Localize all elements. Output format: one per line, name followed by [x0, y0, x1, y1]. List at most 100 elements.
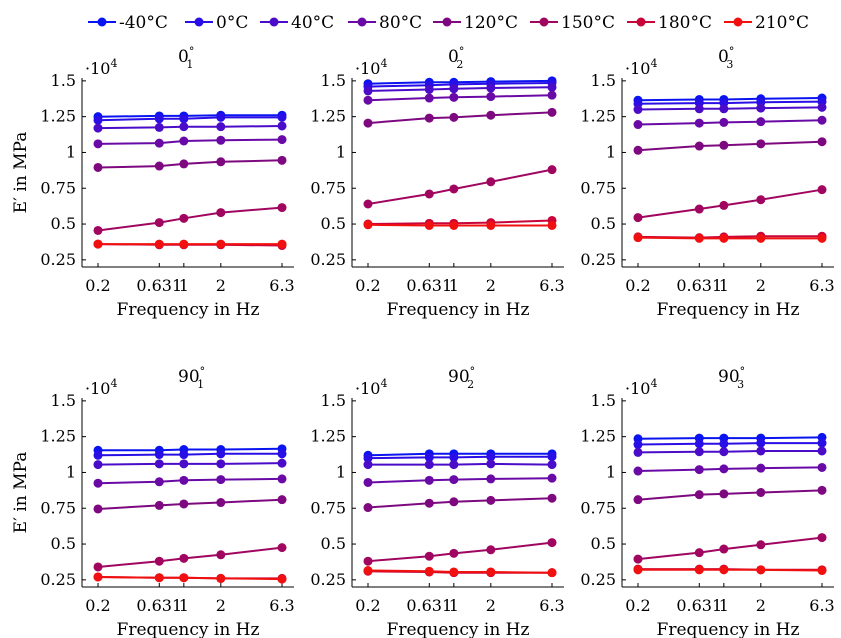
y-tick-label: 0.25 [310, 250, 346, 269]
data-point [449, 460, 459, 470]
data-point [633, 466, 643, 476]
data-point [154, 477, 164, 487]
data-point [93, 460, 103, 470]
data-point [817, 233, 827, 243]
series-210°C [363, 566, 557, 578]
data-point [216, 498, 226, 508]
data-point [694, 141, 704, 151]
data-point [719, 464, 729, 474]
x-tick-label: 2 [216, 596, 226, 615]
series-80°C [363, 473, 557, 487]
data-point [486, 567, 496, 577]
subplot-title: 90° 2 [448, 365, 475, 391]
data-point [154, 218, 164, 228]
y-tick-label: 1 [336, 142, 346, 161]
title-superscript: ° [729, 45, 735, 58]
data-point [756, 463, 766, 473]
series-40°C [633, 102, 827, 114]
data-point [449, 220, 459, 230]
y-exponent-label: ·104 [625, 57, 657, 78]
exponent-base: ·10 [625, 59, 650, 78]
data-point [486, 110, 496, 120]
series-line [637, 188, 823, 219]
y-tick-label: 0.5 [591, 534, 616, 553]
legend-marker [357, 17, 367, 27]
x-tick-label: 0.631 [406, 276, 452, 295]
x-tick-label: 0.631 [676, 596, 722, 615]
data-point [216, 112, 226, 122]
series-150°C [633, 533, 827, 564]
series-line [97, 576, 283, 581]
series-line [97, 159, 283, 169]
x-tick-label: 2 [756, 596, 766, 615]
data-point [449, 497, 459, 507]
y-tick-label: 1.5 [51, 391, 76, 410]
x-tick-label: 0.2 [625, 276, 650, 295]
series-line [637, 140, 823, 152]
legend-entry: 40°C [260, 13, 334, 33]
data-point [277, 474, 287, 484]
data-point [424, 84, 434, 94]
data-point [817, 566, 827, 576]
data-point [154, 239, 164, 249]
data-point [154, 161, 164, 171]
y-tick-label: 1 [606, 462, 616, 481]
data-point [216, 208, 226, 218]
x-axis-label: Frequency in Hz [117, 300, 260, 320]
y-exponent-label: ·104 [355, 57, 387, 78]
exponent-base: ·10 [625, 379, 650, 398]
data-point [756, 565, 766, 575]
data-point [277, 458, 287, 468]
x-axis-label: Frequency in Hz [117, 620, 260, 638]
series-line [637, 442, 822, 446]
y-tick-label: 0.5 [321, 534, 346, 553]
exponent-power: 4 [380, 57, 387, 70]
data-point [756, 540, 766, 550]
data-point [277, 203, 287, 213]
series-210°C [633, 233, 827, 243]
data-point [449, 475, 459, 485]
x-tick-label: 2 [486, 596, 496, 615]
data-point [633, 145, 643, 155]
y-tick-label: 0.5 [51, 534, 76, 553]
data-point [694, 565, 704, 575]
legend-entry: 120°C [433, 13, 518, 33]
series-line [367, 477, 553, 484]
data-point [424, 452, 434, 462]
x-tick-label: 1 [719, 276, 729, 295]
series-line [367, 455, 552, 460]
data-point [93, 139, 103, 149]
data-point [756, 195, 766, 205]
data-point [756, 103, 766, 113]
series-0°C [363, 452, 557, 463]
data-point [633, 120, 643, 130]
series-line [97, 138, 283, 145]
data-point [179, 475, 189, 485]
data-point [547, 107, 557, 117]
title-base: 90 [718, 367, 740, 387]
data-point [179, 159, 189, 169]
data-point [363, 199, 373, 209]
data-point [424, 566, 434, 576]
data-point [547, 473, 557, 483]
data-point [817, 462, 827, 472]
data-point [694, 118, 704, 128]
data-point [179, 573, 189, 583]
data-point [277, 121, 287, 131]
data-point [694, 548, 704, 558]
x-tick-label: 0.2 [355, 596, 380, 615]
data-point [449, 184, 459, 194]
series-line [97, 452, 282, 457]
series-line [367, 94, 553, 102]
data-point [363, 477, 373, 487]
data-point [179, 499, 189, 509]
data-point [719, 447, 729, 457]
series-210°C [633, 565, 827, 576]
data-point [547, 493, 557, 503]
series-line [637, 106, 823, 111]
x-tick-label: 0.2 [625, 596, 650, 615]
series-40°C [363, 82, 557, 96]
series-line [97, 477, 283, 485]
